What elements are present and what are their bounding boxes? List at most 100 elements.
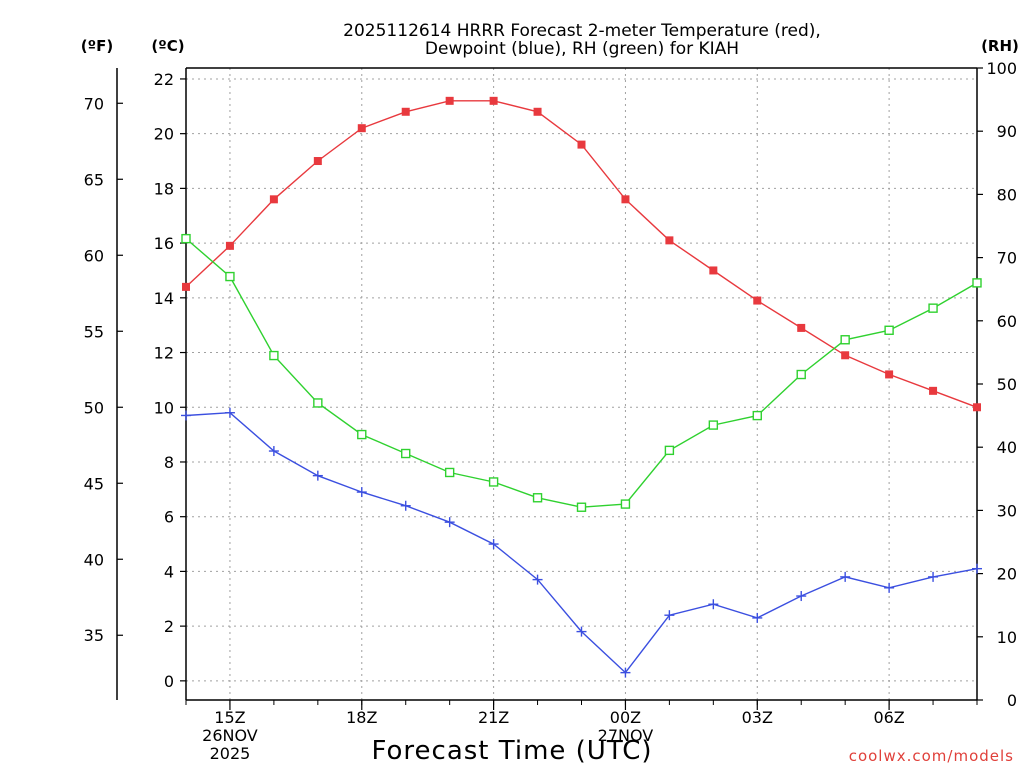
fahrenheit-axis-unit: (ºF)	[81, 37, 113, 55]
chart-title-line2: Dewpoint (blue), RH (green) for KIAH	[425, 39, 739, 59]
x-tick-label: 2025	[210, 744, 251, 763]
fahrenheit-tick-label: 65	[84, 170, 104, 189]
dewpoint-point	[224, 407, 235, 418]
rh-tick-label: 100	[986, 59, 1017, 78]
dewpoint-point	[444, 517, 455, 528]
dewpoint-point	[620, 667, 631, 678]
x-tick-label: 27NOV	[598, 726, 654, 745]
x-tick-label: 18Z	[346, 708, 377, 727]
celsius-tick-label: 10	[154, 398, 174, 417]
series-temperature	[182, 96, 981, 412]
rh-point	[357, 429, 367, 440]
rh-point	[532, 493, 543, 503]
temperature-point	[269, 195, 278, 204]
rh-point	[313, 398, 323, 408]
dewpoint-point	[181, 410, 191, 421]
fahrenheit-tick-label: 70	[84, 94, 104, 113]
temperature-point	[929, 386, 938, 395]
temperature-point	[973, 403, 981, 412]
x-tick-label: 15Z	[214, 708, 245, 727]
dewpoint-point	[884, 582, 895, 593]
dewpoint-point	[708, 599, 719, 610]
rh-point	[928, 303, 938, 313]
rh-point	[972, 278, 982, 288]
temperature-point	[709, 266, 718, 275]
celsius-axis-unit: (ºC)	[151, 37, 184, 55]
dewpoint-point	[576, 626, 587, 637]
celsius-tick-label: 18	[154, 179, 174, 198]
temperature-point	[445, 96, 454, 105]
chart-title-line1: 2025112614 HRRR Forecast 2-meter Tempera…	[343, 21, 821, 41]
temperature-point	[489, 96, 498, 105]
temperature-point	[621, 195, 630, 204]
source-credit: coolwx.com/models	[849, 747, 1014, 765]
celsius-tick-label: 14	[154, 289, 174, 308]
fahrenheit-tick-label: 60	[84, 246, 104, 265]
fahrenheit-tick-label: 40	[84, 550, 104, 569]
dewpoint-point	[532, 574, 543, 585]
rh-tick-label: 80	[997, 185, 1017, 204]
fahrenheit-tick-label: 45	[84, 474, 104, 493]
temperature-point	[182, 282, 190, 291]
dewpoint-point	[928, 571, 939, 582]
dewpoint-point	[488, 539, 499, 550]
rh-tick-label: 40	[997, 438, 1017, 457]
x-tick-label: 21Z	[478, 708, 509, 727]
celsius-tick-label: 2	[164, 617, 174, 636]
celsius-tick-label: 4	[164, 562, 174, 581]
rh-line	[185, 238, 978, 508]
dewpoint-point	[972, 563, 982, 574]
rh-tick-label: 0	[1007, 691, 1017, 710]
temperature-point	[753, 296, 762, 305]
fahrenheit-tick-label: 50	[84, 398, 104, 417]
rh-point	[664, 445, 675, 456]
rh-point	[444, 467, 455, 478]
dewpoint-point	[796, 591, 807, 602]
tick-labels: 0 2 4 6 8 10 12 14 16 18 20 22 35 40 45 50 55 60 65 70 0 10 20…	[84, 59, 1017, 763]
temperature-point	[577, 140, 586, 149]
series-dewpoint	[181, 407, 982, 678]
celsius-tick-label: 16	[154, 234, 174, 253]
x-axis-label: Forecast Time (UTC)	[371, 736, 652, 766]
rh-tick-label: 70	[997, 249, 1017, 268]
rh-tick-label: 60	[997, 312, 1017, 331]
rh-point	[840, 335, 850, 345]
rh-tick-label: 90	[997, 122, 1017, 141]
temperature-point	[797, 323, 806, 332]
dewpoint-point	[752, 612, 763, 623]
temperature-point	[225, 241, 234, 250]
rh-point	[401, 448, 411, 459]
rh-tick-label: 50	[997, 375, 1017, 394]
rh-point	[796, 369, 806, 380]
rh-point	[576, 502, 587, 512]
celsius-tick-label: 12	[154, 344, 174, 363]
dewpoint-point	[312, 470, 323, 481]
dewpoint-point	[400, 500, 411, 511]
temperature-point	[885, 370, 894, 379]
data-series	[181, 96, 982, 678]
celsius-tick-label: 20	[154, 125, 174, 144]
gridlines	[186, 68, 977, 700]
rh-point	[752, 410, 762, 421]
rh-point	[269, 350, 279, 361]
rh-tick-label: 20	[997, 565, 1017, 584]
fahrenheit-tick-label: 55	[84, 322, 104, 341]
temperature-point	[841, 351, 850, 360]
fahrenheit-tick-label: 35	[84, 626, 104, 645]
rh-tick-label: 10	[997, 628, 1017, 647]
rh-point	[488, 477, 499, 487]
rh-tick-label: 30	[997, 501, 1017, 520]
temperature-point	[533, 107, 542, 116]
x-tick-label: 03Z	[742, 708, 773, 727]
x-tick-label: 26NOV	[202, 726, 258, 745]
dewpoint-point	[268, 446, 279, 457]
dewpoint-point	[356, 487, 367, 498]
rh-point	[620, 499, 631, 509]
x-tick-label: 00Z	[610, 708, 641, 727]
temperature-point	[665, 236, 674, 245]
temperature-point	[401, 107, 410, 116]
celsius-tick-label: 6	[164, 508, 174, 527]
celsius-tick-label: 22	[154, 70, 174, 89]
series-rh	[181, 233, 982, 512]
